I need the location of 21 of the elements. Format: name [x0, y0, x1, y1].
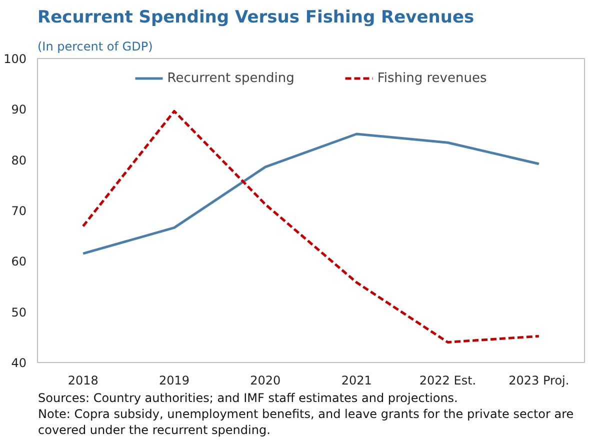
line-series [82, 110, 540, 344]
legend-label: Fishing revenues [377, 70, 487, 86]
x-tick-label: 2019 [158, 374, 190, 388]
y-tick-label: 60 [11, 254, 27, 269]
y-tick-label: 50 [11, 305, 27, 320]
y-tick-label: 100 [4, 52, 26, 66]
y-tick-label: 90 [11, 102, 27, 117]
chart-title: Recurrent Spending Versus Fishing Revenues [38, 8, 474, 28]
x-tick-label: 2022 Est. [419, 374, 476, 388]
text: Note: Copra subsidy, unemployment benefits, and leave grants for the private sector are covered under the recurrent spending. [38, 406, 575, 438]
legend-label: Recurrent spending [167, 70, 294, 86]
line-series [82, 132, 540, 255]
y-tick-label: 40 [11, 356, 27, 370]
y-tick-label: 70 [11, 204, 27, 218]
y-tick-label: 80 [11, 153, 27, 168]
x-tick-label: 2018 [68, 374, 98, 388]
x-tick-label: 2023 Proj. [508, 374, 570, 388]
x-tick-label: 2021 [341, 374, 372, 388]
chart-subtitle: (In percent of GDP) [38, 40, 153, 54]
source-note: Sources: Country authorities; and IMF staff estimates and projections. [38, 390, 458, 406]
x-tick-label: 2020 [250, 374, 281, 388]
